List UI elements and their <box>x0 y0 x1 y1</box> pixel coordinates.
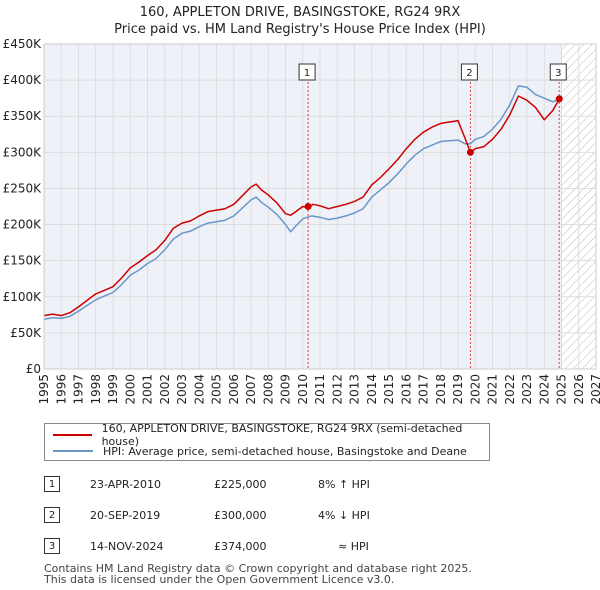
chart-title: 160, APPLETON DRIVE, BASINGSTOKE, RG24 9… <box>139 5 461 20</box>
x-tick-label: 2024 <box>537 374 551 405</box>
price-chart: £0 £50K £100K £150K £200K £250K £300K £350K £400… <box>3 37 600 405</box>
x-tick-label: 2013 <box>348 374 362 405</box>
annotation-label: 1 <box>304 68 310 79</box>
annotation-box <box>298 63 316 81</box>
x-tick-label: 1999 <box>106 374 120 405</box>
x-tick-label: 2009 <box>279 374 293 405</box>
x-tick-label: 2023 <box>520 374 534 405</box>
x-tick-label: 1998 <box>89 374 103 405</box>
y-tick-label: £100K <box>3 290 43 304</box>
series-line-hpi <box>43 85 563 320</box>
sale-marker <box>466 148 474 156</box>
x-tick-label: 1995 <box>37 374 51 405</box>
legend-item-hpi: HPI: Average price, semi-detached house,… <box>53 443 467 459</box>
footer-line-2: This data is licensed under the Open Gov… <box>44 573 395 586</box>
legend-label-property: 160, APPLETON DRIVE, BASINGSTOKE, RG24 9… <box>101 422 463 448</box>
x-tick-label: 2011 <box>313 374 327 405</box>
x-tick-label: 2002 <box>158 374 172 405</box>
chart-legend: 160, APPLETON DRIVE, BASINGSTOKE, RG24 9… <box>44 422 490 461</box>
table-row: 1 23-APR-2010 £225,000 8% ↑ HPI <box>44 476 444 496</box>
y-tick-label: £150K <box>3 254 43 268</box>
x-tick-label: 2019 <box>451 374 465 405</box>
y-tick-label: £0 <box>26 362 41 376</box>
x-tick-label: 2016 <box>399 374 413 405</box>
transaction-price: £300,000 <box>214 509 267 522</box>
y-tick-label: £450K <box>3 37 43 51</box>
x-tick-label: 2015 <box>382 374 396 405</box>
y-tick-label: £200K <box>3 218 43 232</box>
x-tick-label: 2025 <box>555 374 569 405</box>
x-tick-label: 2026 <box>572 374 586 405</box>
x-tick-label: 2008 <box>261 374 275 405</box>
x-tick-label: 2007 <box>244 374 258 405</box>
transaction-date: 20-SEP-2019 <box>90 509 161 522</box>
annotation-box <box>460 63 478 81</box>
x-tick-label: 2006 <box>227 374 241 405</box>
sale-marker <box>304 203 312 210</box>
x-tick-label: 2027 <box>589 374 600 405</box>
y-tick-label: £250K <box>3 181 43 195</box>
x-tick-label: 2001 <box>141 374 155 405</box>
x-tick-label: 2021 <box>486 374 500 405</box>
transaction-badge: 3 <box>44 538 60 554</box>
x-tick-label: 1997 <box>72 374 86 405</box>
x-tick-label: 2000 <box>123 374 137 405</box>
y-tick-label: £400K <box>3 73 43 87</box>
x-tick-label: 2022 <box>503 374 517 405</box>
transaction-badge: 2 <box>44 507 60 523</box>
annotation-label: 2 <box>466 68 472 79</box>
x-tick-label: 1996 <box>54 374 68 405</box>
sale-marker <box>555 95 563 103</box>
transaction-hpi: ≈ HPI <box>338 540 369 553</box>
table-row: 2 20-SEP-2019 £300,000 4% ↓ HPI <box>44 507 444 527</box>
x-tick-label: 2020 <box>468 374 482 405</box>
legend-swatch-hpi <box>53 450 93 452</box>
chart-subtitle: Price paid vs. HM Land Registry's House … <box>114 22 486 37</box>
x-tick-label: 2018 <box>434 374 448 405</box>
x-tick-label: 2017 <box>417 374 431 405</box>
transaction-date: 14-NOV-2024 <box>90 540 164 553</box>
transaction-hpi: 8% ↑ HPI <box>318 478 370 491</box>
y-tick-label: £300K <box>3 145 43 159</box>
annotation-box <box>549 63 567 81</box>
legend-label-hpi: HPI: Average price, semi-detached house,… <box>103 444 467 458</box>
x-tick-label: 2010 <box>296 374 310 405</box>
transaction-price: £374,000 <box>214 540 267 553</box>
transaction-price: £225,000 <box>214 478 267 491</box>
x-tick-label: 2004 <box>192 374 206 405</box>
transaction-badge: 1 <box>44 476 60 492</box>
footer-attribution: Contains HM Land Registry data © Crown c… <box>44 563 472 585</box>
table-row: 3 14-NOV-2024 £374,000 ≈ HPI <box>44 538 444 558</box>
y-tick-label: £50K <box>10 326 42 340</box>
x-tick-label: 2014 <box>365 374 379 405</box>
transaction-date: 23-APR-2010 <box>90 478 162 491</box>
legend-swatch-property <box>53 434 92 436</box>
x-tick-label: 2005 <box>210 374 224 405</box>
footer-line-1: Contains HM Land Registry data © Crown c… <box>44 562 472 575</box>
legend-item-property: 160, APPLETON DRIVE, BASINGSTOKE, RG24 9… <box>53 422 489 448</box>
annotation-label: 3 <box>555 68 561 79</box>
y-tick-label: £350K <box>3 109 43 123</box>
plot-frame <box>43 43 597 370</box>
x-tick-label: 2012 <box>330 374 344 405</box>
transaction-hpi: 4% ↓ HPI <box>318 509 370 522</box>
x-tick-label: 2003 <box>175 374 189 405</box>
